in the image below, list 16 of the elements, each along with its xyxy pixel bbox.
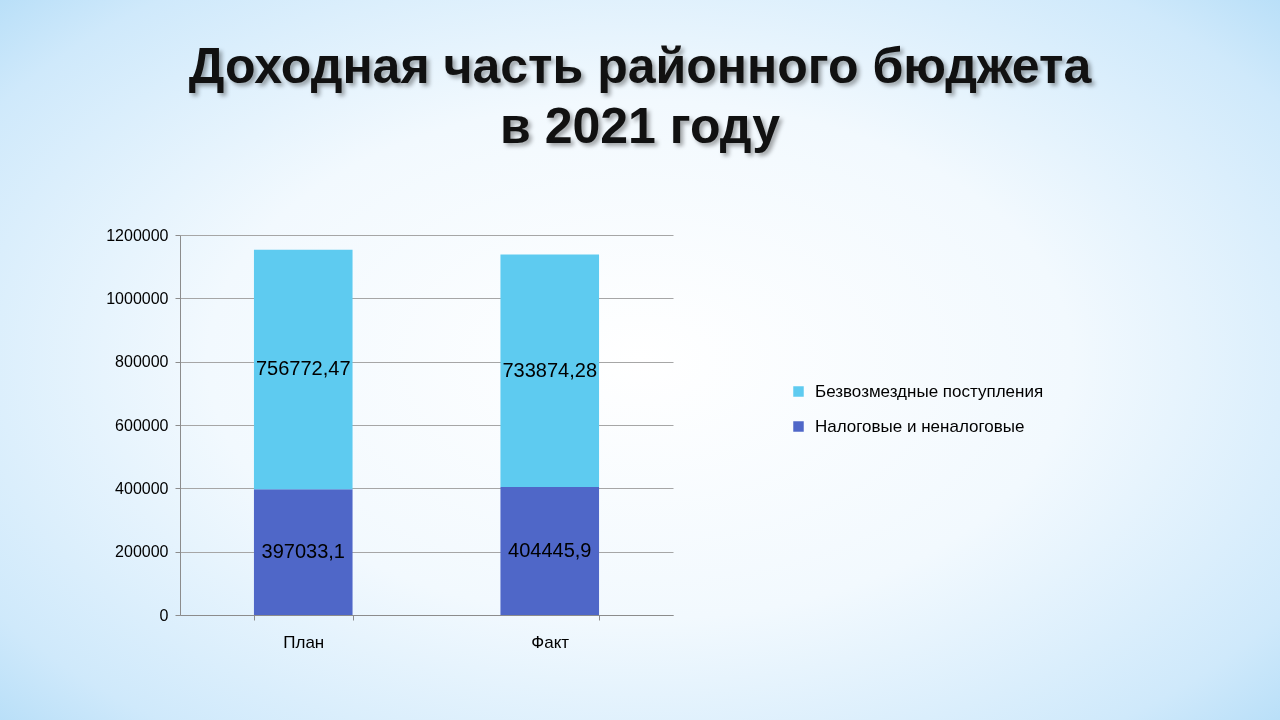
y-tick-label: 1200000 [106, 226, 169, 244]
y-tick-label: 0 [159, 606, 169, 624]
y-tick-label: 200000 [115, 543, 169, 561]
y-tick-label: 400000 [115, 479, 169, 497]
data-label: 397033,1 [261, 540, 345, 563]
x-tick-label: Факт [531, 632, 570, 652]
data-label: 404445,9 [508, 538, 592, 561]
y-tick-label: 1000000 [106, 289, 169, 307]
y-tick-label: 800000 [115, 353, 169, 371]
x-tick-label: План [283, 632, 325, 652]
data-label: 733874,28 [502, 358, 598, 381]
chart-title: Доходная часть районного бюджета в 2021 году [187, 37, 1093, 156]
data-label: 756772,47 [255, 357, 351, 380]
y-tick-label: 600000 [115, 416, 169, 434]
legend-label: Налоговые и неналоговые [815, 416, 1025, 436]
legend-label: Безвозмездные поступления [815, 381, 1044, 401]
